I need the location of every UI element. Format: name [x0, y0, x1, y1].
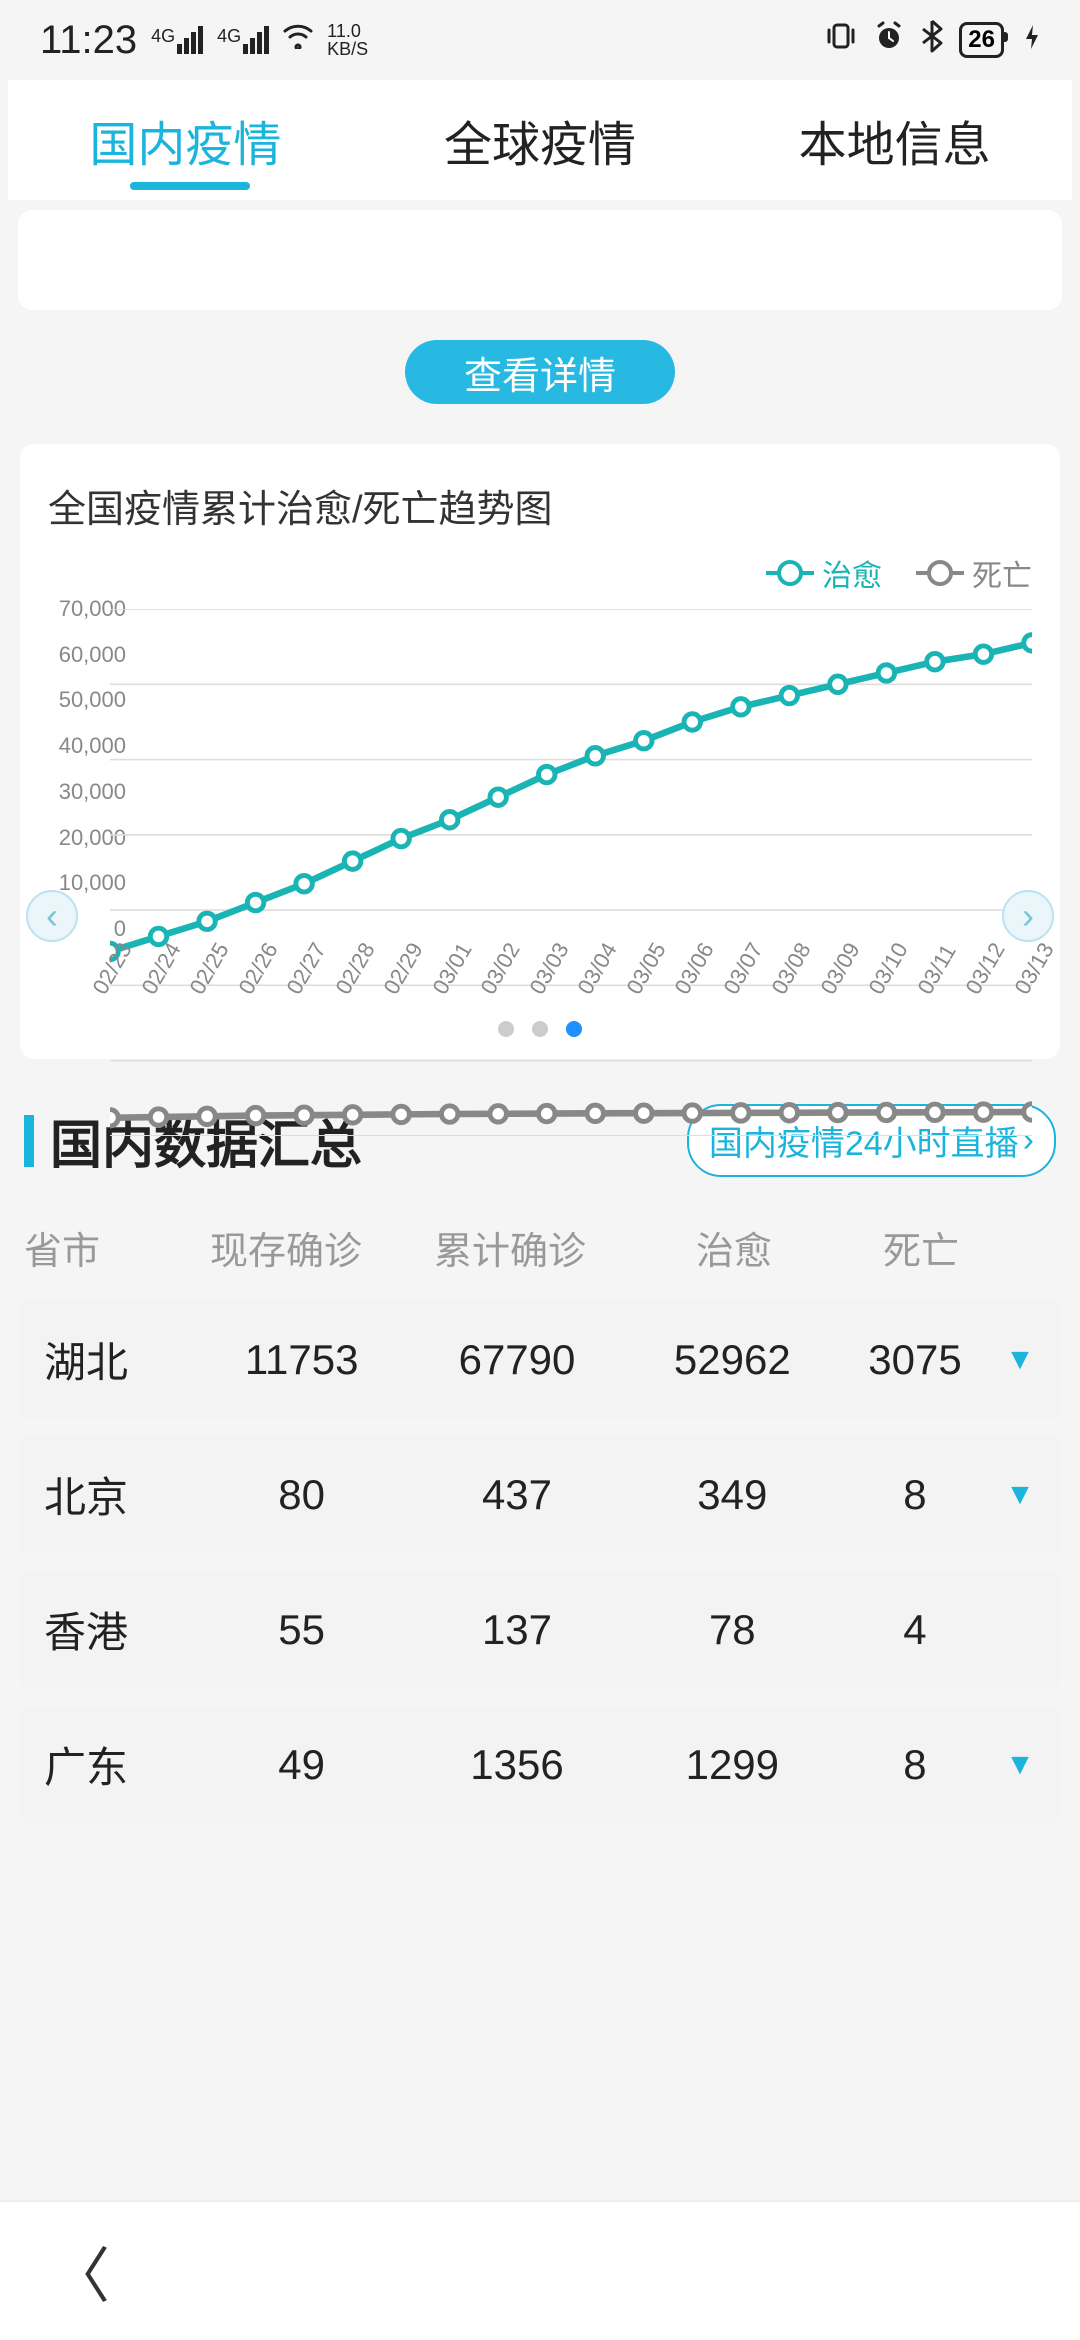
chart-card: 全国疫情累计治愈/死亡趋势图 治愈 死亡 010,00020,00030,000… — [20, 444, 1060, 1059]
table-row[interactable]: 北京804373498▼ — [20, 1436, 1060, 1553]
legend-dead: 死亡 — [916, 551, 1032, 595]
row-dead: 8 — [840, 1741, 990, 1789]
row-cured: 349 — [625, 1471, 840, 1519]
table-header: 省市 现存确诊 累计确诊 治愈 死亡 — [0, 1202, 1080, 1301]
bottom-nav: 〈 — [0, 2200, 1080, 2340]
row-total: 437 — [409, 1471, 624, 1519]
table-row[interactable]: 广东49135612998▼ — [20, 1706, 1060, 1823]
table-body: 湖北1175367790529623075▼北京804373498▼香港5513… — [0, 1301, 1080, 1823]
row-dead: 4 — [840, 1606, 990, 1654]
row-total: 67790 — [409, 1336, 624, 1384]
row-dead: 8 — [840, 1471, 990, 1519]
tab-domestic[interactable]: 国内疫情 — [79, 105, 291, 175]
row-province: 北京 — [44, 1464, 194, 1525]
view-details-button[interactable]: 查看详情 — [405, 340, 675, 404]
row-cured: 1299 — [625, 1741, 840, 1789]
chart-prev-button[interactable]: ‹ — [26, 890, 78, 942]
row-province: 湖北 — [44, 1329, 194, 1390]
row-dead: 3075 — [840, 1336, 990, 1384]
expand-icon[interactable]: ▼ — [990, 1748, 1050, 1782]
card-placeholder — [18, 210, 1062, 310]
row-total: 1356 — [409, 1741, 624, 1789]
row-active: 80 — [194, 1471, 409, 1519]
wifi-icon — [283, 23, 313, 57]
row-province: 广东 — [44, 1734, 194, 1795]
alarm-icon — [873, 20, 905, 60]
bluetooth-icon — [921, 19, 943, 61]
tab-underline — [130, 182, 250, 190]
row-total: 137 — [409, 1606, 624, 1654]
battery-indicator: 26 — [959, 22, 1004, 58]
expand-icon[interactable]: ▼ — [990, 1478, 1050, 1512]
back-button[interactable]: 〈 — [50, 2228, 110, 2315]
status-time: 11:23 — [40, 18, 137, 63]
table-row[interactable]: 湖北1175367790529623075▼ — [20, 1301, 1060, 1418]
row-province: 香港 — [44, 1599, 194, 1660]
chart-xlabels: 02/2302/2402/2502/2602/2702/2802/2903/01… — [110, 939, 1032, 999]
main-tabs: 国内疫情 全球疫情 本地信息 — [8, 80, 1072, 200]
chart-plot-area: 010,00020,00030,00040,00050,00060,00070,… — [110, 609, 1032, 999]
tab-local[interactable]: 本地信息 — [789, 105, 1001, 175]
chart-title: 全国疫情累计治愈/死亡趋势图 — [48, 478, 1032, 533]
signal-2: 4G — [217, 26, 269, 54]
vibrate-icon — [825, 20, 857, 60]
row-cured: 78 — [625, 1606, 840, 1654]
expand-icon[interactable]: ▼ — [990, 1343, 1050, 1377]
chart-legend: 治愈 死亡 — [48, 551, 1032, 595]
row-active: 11753 — [194, 1336, 409, 1384]
net-speed: 11.0KB/S — [327, 22, 368, 58]
signal-1: 4G — [151, 26, 203, 54]
status-bar: 11:23 4G 4G 11.0KB/S 26 — [0, 0, 1080, 80]
charging-icon — [1024, 23, 1040, 58]
table-row[interactable]: 香港55137784 — [20, 1571, 1060, 1688]
chart-next-button[interactable]: › — [1002, 890, 1054, 942]
legend-cured: 治愈 — [766, 551, 882, 595]
row-active: 49 — [194, 1741, 409, 1789]
chart-svg — [110, 609, 1032, 1136]
row-active: 55 — [194, 1606, 409, 1654]
tab-global[interactable]: 全球疫情 — [434, 105, 646, 175]
row-cured: 52962 — [625, 1336, 840, 1384]
